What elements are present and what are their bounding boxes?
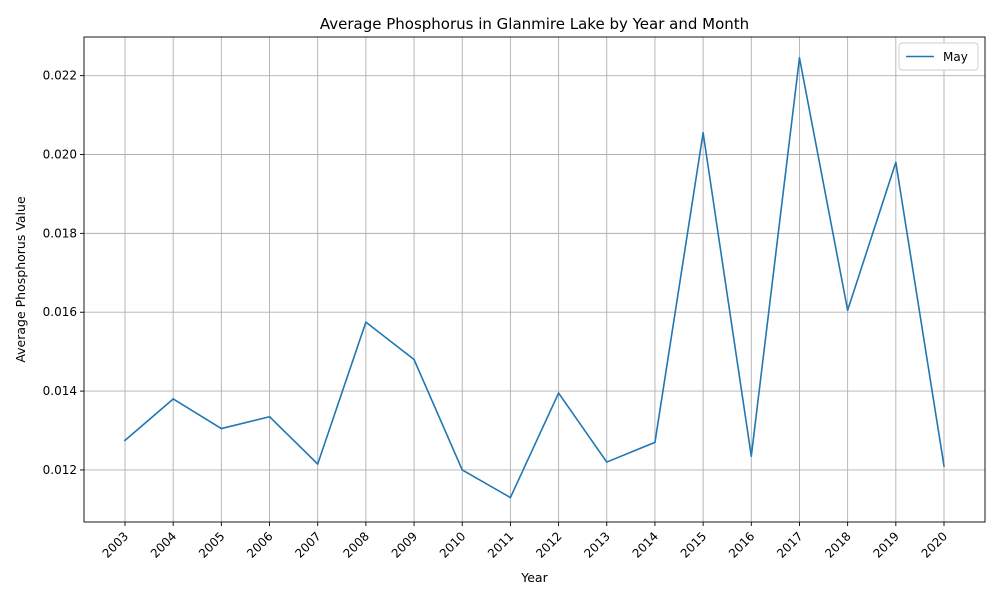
data-point [557,392,560,394]
data-point [220,427,223,430]
data-point [846,309,849,312]
y-tick-label: 0.016 [43,305,77,319]
y-axis-label: Average Phosphorus Value [13,196,28,363]
y-tick-label: 0.012 [43,463,77,477]
y-tick-label: 0.014 [43,384,77,398]
data-point [172,398,174,400]
data-point [413,358,415,361]
data-point [268,415,271,418]
data-point [365,321,367,323]
data-point [605,461,608,463]
data-point [461,469,464,471]
chart-title: Average Phosphorus in Glanmire Lake by Y… [320,15,749,33]
grid [84,37,985,522]
legend-label-may: May [943,50,968,64]
series-layer [123,57,945,499]
data-point [895,161,897,164]
legend-box [898,42,979,71]
data-point [654,441,656,444]
data-point [702,132,704,134]
data-point [943,465,945,467]
plot-frame [83,36,986,523]
x-axis-label: Year [520,570,548,585]
data-point [798,57,801,59]
data-point [750,455,753,457]
legend: May [898,42,979,71]
data-point [316,463,319,465]
series-line-may [123,57,945,499]
y-tick-label: 0.022 [43,69,77,83]
data-point [509,496,512,499]
y-tick-label: 0.018 [43,226,77,240]
y-tick-label: 0.020 [43,148,77,162]
data-point [124,439,126,442]
